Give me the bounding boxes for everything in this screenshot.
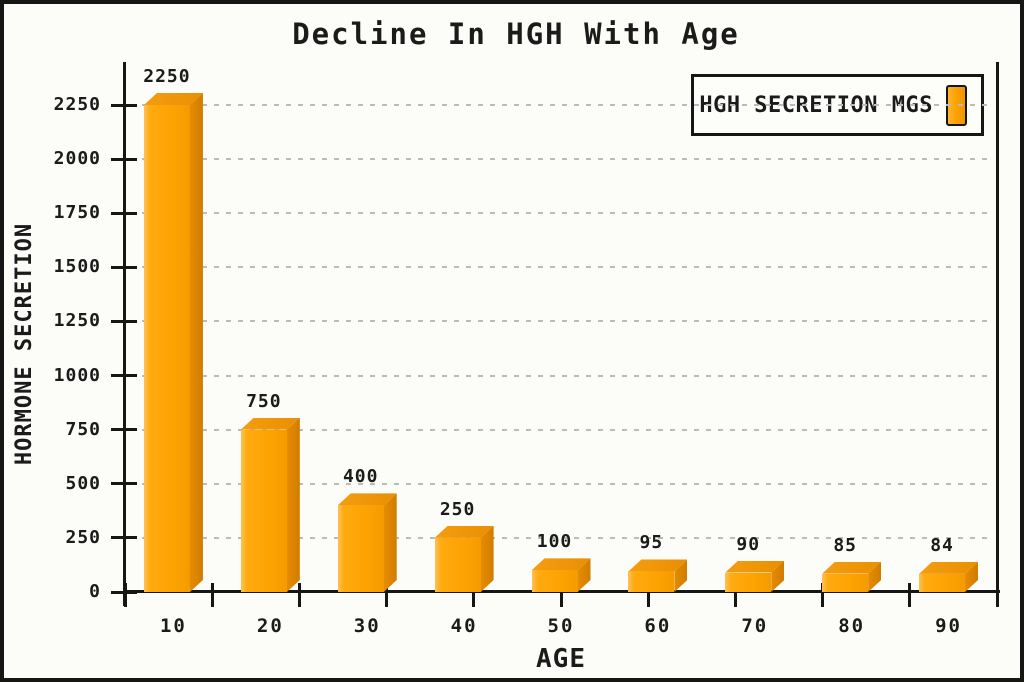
- bar-value-label: 100: [536, 531, 573, 553]
- y-tick-label: 0: [89, 581, 101, 602]
- gridline: [130, 266, 992, 269]
- x-tick-label: 90: [935, 615, 962, 637]
- x-tick: [297, 583, 301, 607]
- x-tick-label: 80: [838, 615, 866, 637]
- x-tick-label: 50: [547, 615, 575, 637]
- x-axis-title: AGE: [536, 644, 586, 674]
- bar-value-label: 2250: [143, 66, 191, 87]
- bar-value-label: 400: [342, 466, 379, 488]
- x-tick: [559, 583, 563, 607]
- gridline: [130, 158, 992, 161]
- bar-value-label: 750: [246, 390, 282, 412]
- bar: [531, 570, 578, 592]
- y-tick-label: 1500: [53, 256, 101, 278]
- x-tick-label: 30: [353, 615, 381, 637]
- bar-value-label: 90: [736, 533, 761, 555]
- bar-side-face: [384, 493, 397, 592]
- bar-top-face: [434, 525, 494, 538]
- bar: [919, 573, 966, 592]
- bar-side-face: [481, 526, 494, 592]
- gridline: [130, 536, 992, 539]
- y-tick: [111, 157, 137, 161]
- bar-top-face: [919, 561, 979, 574]
- chart-title: Decline In HGH With Age: [292, 17, 740, 51]
- x-tick: [472, 583, 476, 607]
- y-tick-label: 2250: [53, 94, 101, 115]
- y-tick: [111, 482, 137, 486]
- y-tick: [111, 211, 137, 215]
- gridline: [130, 482, 992, 485]
- x-tick-label: 20: [256, 615, 284, 637]
- x-tick: [995, 583, 999, 607]
- y-tick-label: 750: [65, 418, 101, 440]
- y-tick-label: 250: [65, 526, 101, 548]
- gridline: [130, 212, 992, 215]
- x-tick-label: 10: [159, 615, 187, 637]
- bar-value-label: 95: [639, 532, 664, 554]
- gridline: [130, 428, 992, 431]
- bar-top-face: [531, 558, 591, 571]
- x-tick: [908, 583, 912, 607]
- x-tick: [821, 583, 825, 607]
- bar: [143, 105, 190, 592]
- x-tick: [123, 583, 127, 607]
- bar: [337, 505, 384, 592]
- gridline: [130, 104, 992, 106]
- bar-value-label: 250: [439, 498, 476, 520]
- y-tick: [111, 374, 137, 378]
- y-tick-label: 1750: [53, 202, 101, 224]
- y-tick: [111, 536, 137, 540]
- bar-top-face: [822, 561, 882, 574]
- y-tick-label: 500: [65, 472, 101, 494]
- bar: [822, 573, 869, 592]
- x-tick: [385, 583, 389, 607]
- bar-top-face: [628, 559, 688, 572]
- bar: [628, 571, 675, 592]
- bar-top-face: [337, 493, 397, 506]
- y-tick-label: 1250: [53, 310, 101, 332]
- bar-side-face: [287, 418, 300, 592]
- bar-side-face: [190, 93, 203, 592]
- bar: [240, 429, 287, 592]
- x-tick-label: 70: [741, 615, 769, 637]
- bar-value-label: 85: [833, 534, 857, 556]
- bar-top-face: [240, 417, 300, 430]
- y-tick: [111, 265, 137, 269]
- bar-value-label: 84: [930, 534, 954, 556]
- bar-top-face: [725, 560, 785, 573]
- gridline: [130, 320, 992, 323]
- y-tick: [111, 319, 137, 323]
- bar: [725, 572, 772, 592]
- x-tick: [733, 583, 737, 607]
- gridline: [130, 374, 992, 377]
- y-tick-label: 2000: [53, 148, 101, 170]
- x-tick-label: 60: [644, 615, 672, 637]
- right-border-line: [996, 62, 999, 606]
- y-tick: [111, 428, 137, 432]
- x-tick: [646, 583, 650, 607]
- y-tick: [111, 103, 137, 107]
- y-tick-label: 1000: [53, 364, 101, 386]
- x-tick-label: 40: [450, 615, 478, 637]
- x-tick: [210, 583, 214, 607]
- bar: [434, 537, 481, 592]
- bar-top-face: [143, 93, 203, 105]
- y-axis-line: [123, 62, 126, 606]
